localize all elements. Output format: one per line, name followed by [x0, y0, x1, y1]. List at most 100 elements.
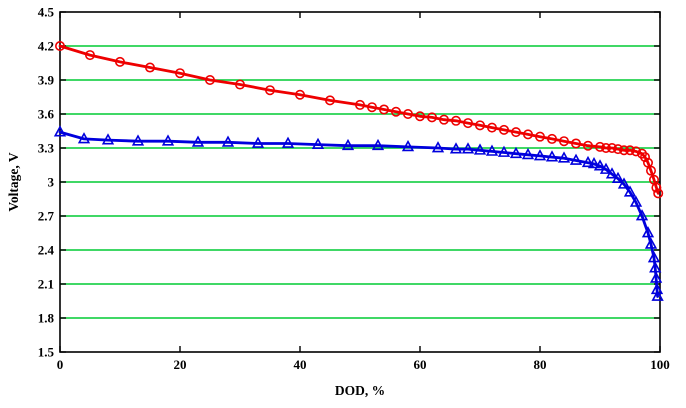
- circle-marker: [324, 95, 335, 106]
- triangle-marker: [77, 132, 91, 144]
- triangle-marker: [611, 171, 625, 183]
- triangle-marker: [473, 143, 487, 155]
- triangle-marker: [593, 159, 607, 171]
- triangle-marker: [649, 261, 662, 273]
- triangle-marker: [161, 134, 175, 146]
- triangle-marker: [647, 251, 661, 263]
- triangle-marker: [497, 145, 511, 157]
- circle-marker: [474, 120, 485, 131]
- y-tick-label: 2.7: [38, 209, 55, 224]
- circle-marker: [294, 89, 305, 100]
- circle-marker: [450, 115, 461, 126]
- triangle-marker: [101, 133, 115, 145]
- circle-marker: [426, 112, 437, 123]
- triangle-marker: [641, 226, 655, 238]
- triangle-marker: [485, 144, 499, 156]
- series-line-red-circles: [58, 44, 660, 195]
- x-tick-label: 100: [650, 357, 670, 372]
- circle-marker: [534, 131, 545, 142]
- circle-marker: [235, 79, 246, 90]
- circle-marker: [639, 152, 650, 163]
- y-tick-label: 4.2: [38, 39, 54, 54]
- y-tick-label: 2.1: [38, 277, 54, 292]
- circle-marker: [546, 133, 557, 144]
- triangle-marker: [431, 141, 445, 153]
- circle-marker: [145, 62, 156, 73]
- triangle-marker: [281, 136, 295, 148]
- circle-marker: [414, 111, 425, 122]
- circle-marker: [570, 138, 581, 149]
- circle-marker: [402, 109, 413, 120]
- circle-marker: [175, 68, 186, 79]
- triangle-marker: [587, 156, 601, 169]
- triangle-marker: [131, 134, 145, 146]
- triangle-marker: [449, 142, 463, 154]
- y-tick-label: 3.9: [38, 73, 55, 88]
- y-tick-label: 4.5: [38, 5, 55, 20]
- triangle-marker: [635, 209, 649, 221]
- circle-marker: [624, 145, 635, 156]
- x-axis-label: DOD, %: [334, 383, 386, 398]
- triangle-marker: [605, 167, 619, 179]
- triangle-marker: [557, 151, 571, 163]
- circle-marker: [462, 118, 473, 129]
- triangle-marker: [311, 137, 325, 149]
- circle-marker: [600, 143, 611, 154]
- y-tick-label: 2.4: [38, 243, 55, 258]
- circle-marker: [390, 106, 401, 117]
- x-tick-label: 60: [414, 357, 427, 372]
- triangle-marker: [651, 289, 664, 301]
- triangle-marker: [53, 125, 67, 137]
- triangle-marker: [371, 138, 385, 151]
- circle-marker: [378, 104, 389, 115]
- circle-marker: [618, 145, 629, 156]
- x-tick-label: 40: [294, 357, 307, 372]
- triangle-marker: [341, 138, 355, 151]
- triangle-marker: [629, 195, 643, 207]
- circle-marker: [85, 50, 96, 61]
- circle-marker: [582, 140, 593, 151]
- circle-marker: [486, 122, 497, 133]
- x-tick-label: 80: [534, 357, 547, 372]
- circle-marker: [606, 143, 617, 154]
- triangle-marker: [569, 153, 583, 165]
- triangle-marker: [533, 149, 547, 161]
- circle-marker: [522, 129, 533, 140]
- y-tick-label: 3: [48, 175, 55, 190]
- triangle-marker: [581, 155, 595, 168]
- circle-marker: [645, 165, 656, 176]
- circle-marker: [438, 114, 449, 125]
- y-tick-label: 1.8: [38, 311, 55, 326]
- circle-marker: [594, 141, 605, 152]
- circle-marker: [558, 136, 569, 147]
- circle-marker: [653, 188, 664, 199]
- circle-marker: [354, 99, 365, 110]
- triangle-marker: [617, 177, 631, 189]
- triangle-marker: [509, 146, 523, 159]
- circle-marker: [205, 75, 216, 86]
- triangle-marker: [191, 135, 205, 147]
- triangle-marker: [221, 135, 235, 147]
- triangle-marker: [649, 271, 663, 283]
- circle-marker: [510, 127, 521, 138]
- triangle-marker: [401, 139, 415, 152]
- triangle-marker: [644, 237, 658, 249]
- triangle-marker: [623, 185, 637, 197]
- y-axis-label: Voltage, V: [6, 152, 21, 212]
- triangle-marker: [545, 150, 559, 162]
- circle-marker: [612, 144, 623, 155]
- circle-marker: [115, 56, 126, 67]
- triangle-marker: [599, 162, 613, 174]
- circle-marker: [651, 182, 662, 193]
- circle-marker: [366, 102, 377, 113]
- y-tick-label: 3.3: [38, 141, 55, 156]
- x-tick-label: 0: [57, 357, 64, 372]
- circle-marker: [54, 40, 65, 51]
- triangle-marker: [521, 147, 535, 160]
- triangle-marker: [461, 142, 475, 154]
- circle-marker: [498, 124, 509, 135]
- circle-marker: [630, 146, 641, 157]
